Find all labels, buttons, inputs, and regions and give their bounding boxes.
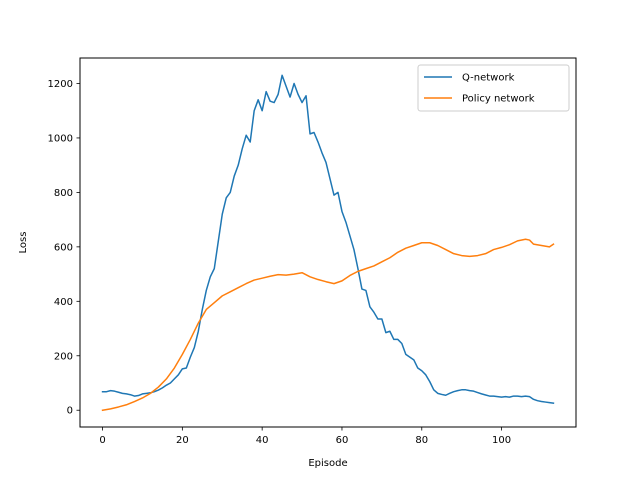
y-tick-label: 0 [67,406,73,417]
x-tick-label: 40 [256,435,269,446]
legend-label: Q-network [462,73,515,84]
y-tick-label: 1200 [48,79,73,90]
x-tick-label: 20 [176,435,189,446]
series-line-policy-network [101,238,555,412]
plot-frame [79,57,577,428]
series-line-q-network [101,74,555,404]
y-axis-label: Loss [18,232,29,254]
legend-box [417,64,570,112]
x-tick-label: 0 [99,435,105,446]
x-axis-ticks: 0 20 40 60 80 100 [99,427,511,446]
y-tick-label: 600 [54,242,73,253]
y-tick-label: 200 [54,351,73,362]
y-tick-label: 1000 [48,133,73,144]
y-axis-ticks: 0 200 400 600 800 1000 1200 [48,79,80,417]
x-tick-label: 60 [336,435,349,446]
x-tick-label: 100 [492,435,511,446]
x-axis-label: Episode [308,458,347,469]
y-tick-label: 400 [54,297,73,308]
plot-area [101,74,555,412]
x-tick-label: 80 [415,435,428,446]
y-tick-label: 800 [54,188,73,199]
legend-label: Policy network [462,94,535,105]
legend: Q-network Policy network [417,64,570,112]
